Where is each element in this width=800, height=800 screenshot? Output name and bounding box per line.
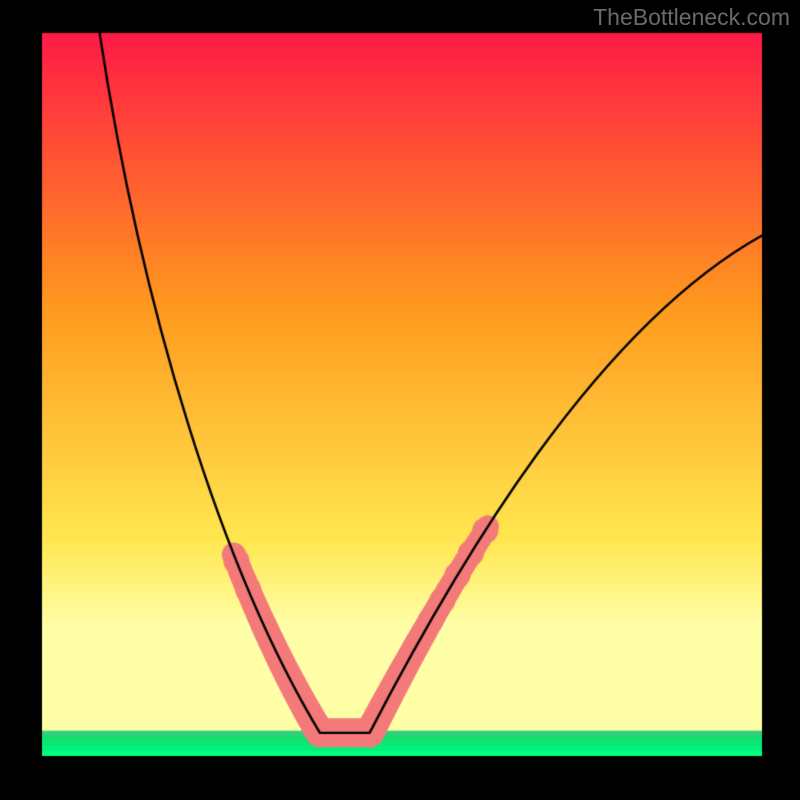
stage: TheBottleneck.com — [0, 0, 800, 800]
chart-canvas — [0, 0, 800, 800]
watermark-text: TheBottleneck.com — [593, 4, 790, 31]
